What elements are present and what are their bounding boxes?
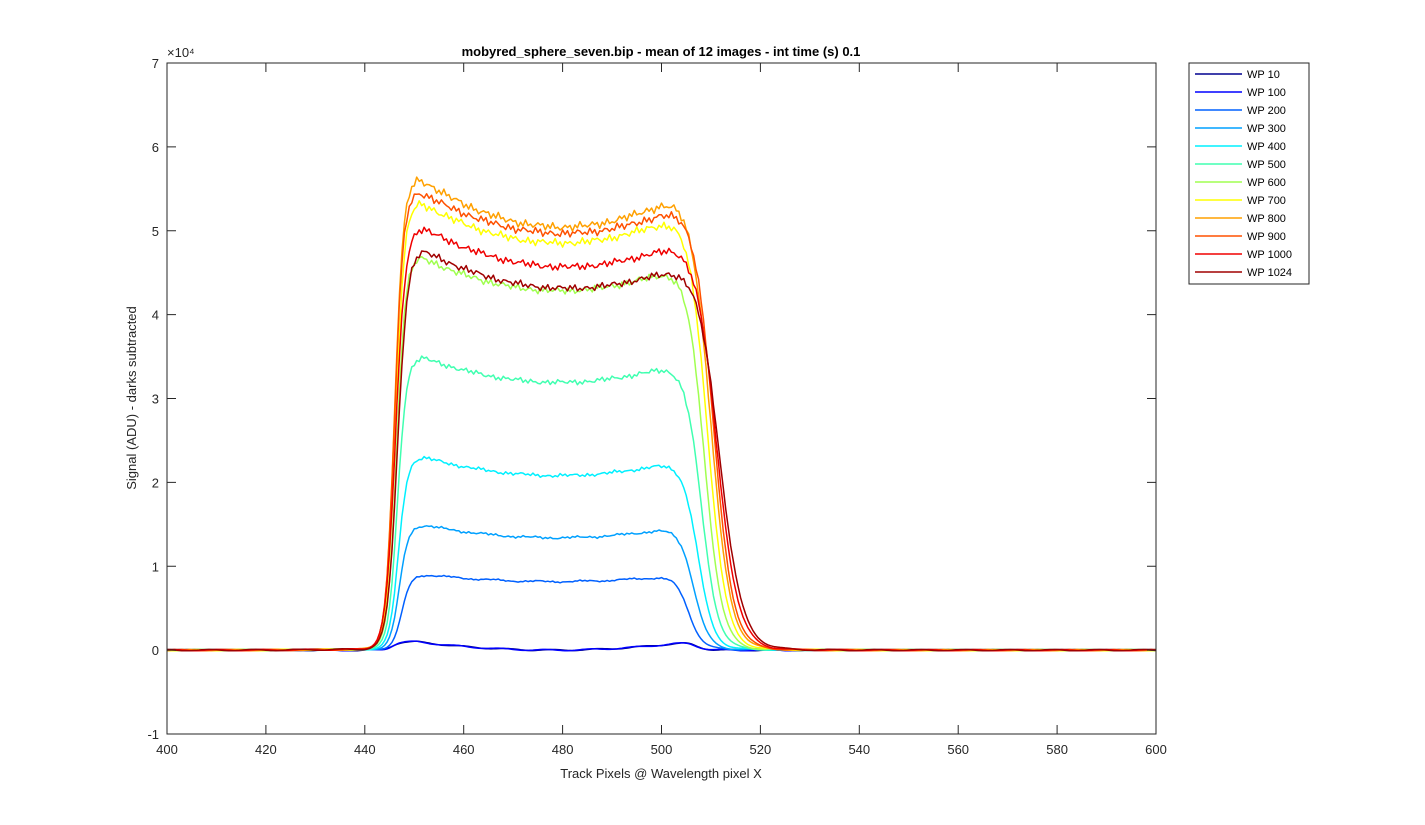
chart-title: mobyred_sphere_seven.bip - mean of 12 im… <box>462 44 861 59</box>
y-tick-label: 1 <box>152 559 159 574</box>
y-tick-label: 0 <box>152 643 159 658</box>
legend-label: WP 800 <box>1247 213 1286 225</box>
x-tick-label: 500 <box>651 742 673 757</box>
x-tick-label: 540 <box>848 742 870 757</box>
y-tick-label: -1 <box>147 727 159 742</box>
legend-label: WP 700 <box>1247 195 1286 207</box>
legend-box <box>1188 62 1310 285</box>
y-axis-title: Signal (ADU) - darks subtracted <box>124 306 139 490</box>
series-line-wp-700 <box>166 200 1157 652</box>
x-axis-title: Track Pixels @ Wavelength pixel X <box>560 766 762 781</box>
y-tick-label: 5 <box>152 224 159 239</box>
legend-label: WP 600 <box>1247 177 1286 189</box>
y-exponent-label: ×10⁴ <box>167 45 195 60</box>
x-tick-label: 560 <box>947 742 969 757</box>
x-tick-label: 460 <box>453 742 475 757</box>
legend-label: WP 500 <box>1247 159 1286 171</box>
legend-label: WP 10 <box>1247 69 1280 81</box>
x-tick-label: 580 <box>1046 742 1068 757</box>
y-tick-label: 3 <box>152 392 159 407</box>
y-tick-label: 4 <box>152 308 159 323</box>
legend-label: WP 100 <box>1247 87 1286 99</box>
y-axis: -1 0 1 2 3 4 5 6 7 <box>147 56 1156 742</box>
series-line-wp-1024 <box>166 250 1157 652</box>
series-line-wp-300 <box>166 525 1156 652</box>
x-tick-label: 400 <box>156 742 178 757</box>
legend-label: WP 200 <box>1247 105 1286 117</box>
x-axis: 400 420 440 460 480 500 520 540 560 580 600 <box>156 63 1167 757</box>
legend-label: WP 900 <box>1247 231 1286 243</box>
legend-label: WP 1024 <box>1247 267 1292 279</box>
y-tick-label: 7 <box>152 56 159 71</box>
y-tick-label: 2 <box>152 475 159 490</box>
legend: WP 10 WP 100 WP 200 WP 300 WP 400 WP 500 WP 60… <box>1188 62 1310 285</box>
series-line-wp-600 <box>166 255 1156 652</box>
legend-label: WP 400 <box>1247 141 1286 153</box>
x-tick-label: 600 <box>1145 742 1167 757</box>
plot-area <box>166 176 1157 652</box>
series-line-wp-200 <box>166 574 1157 652</box>
legend-label: WP 1000 <box>1247 249 1292 261</box>
series-line-wp-500 <box>166 355 1157 652</box>
series-line-wp-900 <box>166 193 1156 652</box>
x-tick-label: 440 <box>354 742 376 757</box>
x-tick-label: 480 <box>552 742 574 757</box>
series-line-wp-1000 <box>166 226 1157 652</box>
axes-frame <box>166 62 1157 735</box>
y-tick-label: 6 <box>152 140 159 155</box>
x-tick-label: 520 <box>750 742 772 757</box>
x-tick-label: 420 <box>255 742 277 757</box>
legend-label: WP 300 <box>1247 123 1286 135</box>
series-line-wp-400 <box>167 455 1157 652</box>
series-line-wp-800 <box>166 176 1157 652</box>
